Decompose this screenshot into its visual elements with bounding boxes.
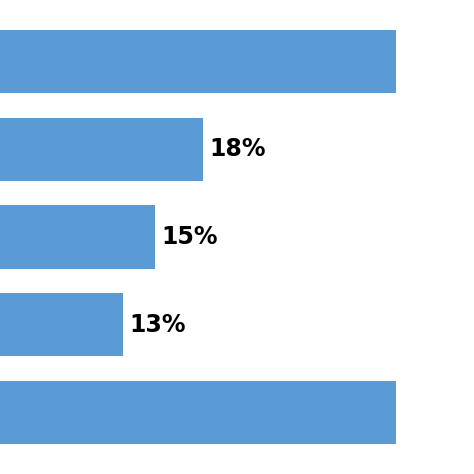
Text: 18%: 18% xyxy=(210,137,266,161)
Bar xyxy=(0,118,203,181)
Bar xyxy=(0,293,123,356)
Bar xyxy=(0,205,155,269)
Text: 13%: 13% xyxy=(130,313,186,337)
Bar xyxy=(0,30,396,93)
Text: 15%: 15% xyxy=(162,225,218,249)
Bar xyxy=(0,381,396,444)
